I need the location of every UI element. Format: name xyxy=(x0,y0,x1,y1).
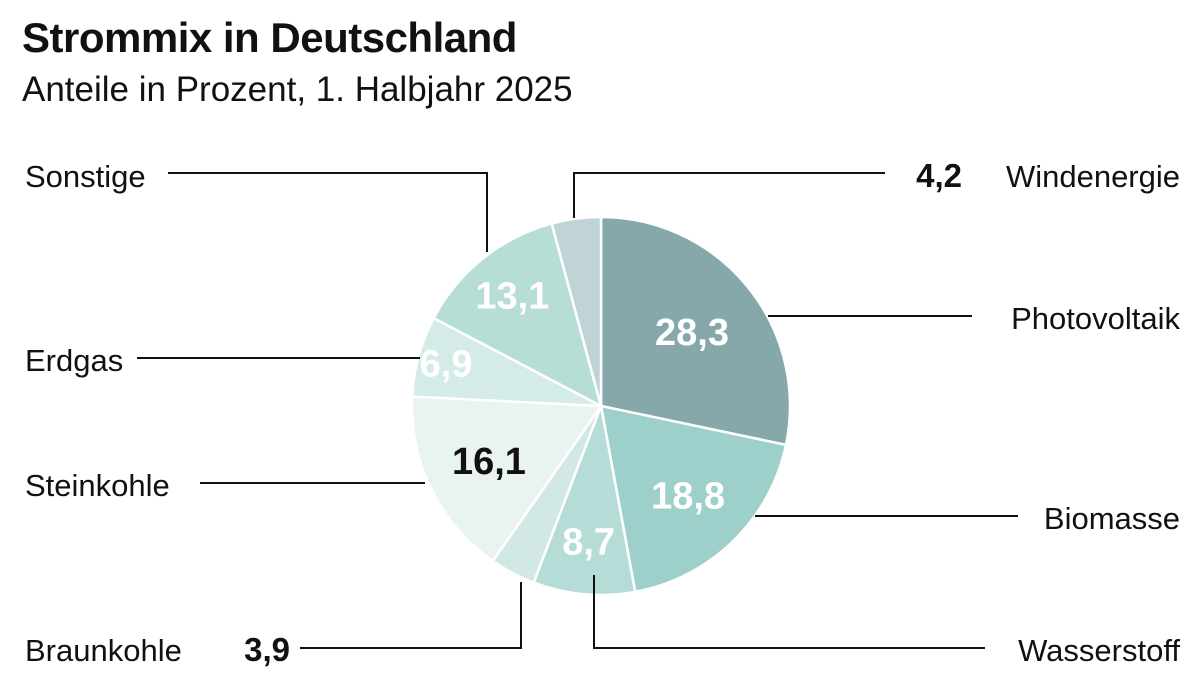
leader-line-sonstige xyxy=(168,172,488,252)
slice-label-biomasse: Biomasse xyxy=(1044,501,1180,536)
pie-slice-wasserstoff xyxy=(532,401,637,597)
slice-value-wasserstoff: 8,7 xyxy=(562,522,615,564)
slice-label-erdgas: Erdgas xyxy=(25,343,123,378)
slice-value-steinkohle: 16,1 xyxy=(452,441,526,483)
slice-value-biomasse: 18,8 xyxy=(651,475,725,517)
slice-label-sonstige: Sonstige xyxy=(25,159,146,194)
slice-value-windenergie: 4,2 xyxy=(916,157,962,194)
slice-label-steinkohle: Steinkohle xyxy=(25,468,170,503)
leader-line-windenergie xyxy=(573,172,885,218)
slice-value-photovoltaik: 28,3 xyxy=(655,312,729,354)
pie-slice-windenergie xyxy=(550,215,603,407)
leader-line-wasserstoff xyxy=(593,575,985,649)
slice-label-wasserstoff: Wasserstoff xyxy=(1018,633,1180,668)
chart-subtitle: Anteile in Prozent, 1. Halbjahr 2025 xyxy=(22,70,573,109)
slice-value-erdgas: 6,9 xyxy=(420,344,473,386)
leader-line-braunkohle xyxy=(300,582,522,649)
pie-slice-sonstige xyxy=(432,222,603,409)
slice-value-braunkohle: 3,9 xyxy=(244,631,290,668)
chart-title: Strommix in Deutschland xyxy=(22,14,517,61)
slice-label-braunkohle: Braunkohle xyxy=(25,633,182,668)
slice-label-windenergie: Windenergie xyxy=(1006,159,1180,194)
pie-slice-biomasse xyxy=(599,404,788,594)
pie-slice-steinkohle xyxy=(410,395,604,563)
pie-slice-photovoltaik xyxy=(599,215,792,447)
slice-label-photovoltaik: Photovoltaik xyxy=(1011,301,1180,336)
slice-value-sonstige: 13,1 xyxy=(475,275,549,317)
